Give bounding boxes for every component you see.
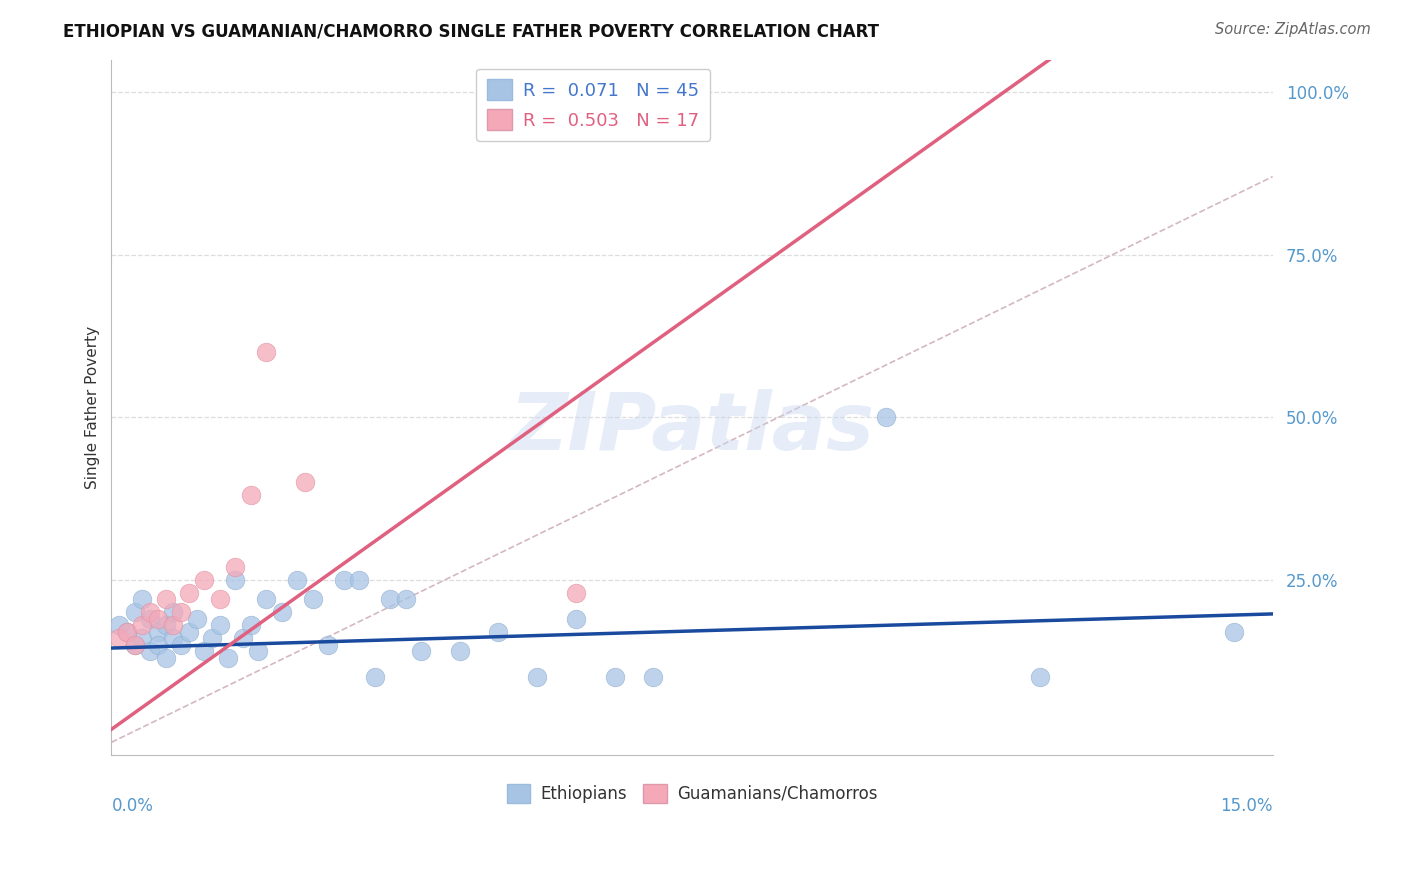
Point <box>108 618 131 632</box>
Point <box>131 632 153 646</box>
Point <box>526 670 548 684</box>
Point <box>247 644 270 658</box>
Text: ZIPatlas: ZIPatlas <box>509 389 875 467</box>
Point <box>124 605 146 619</box>
Point <box>643 670 665 684</box>
Point <box>155 618 177 632</box>
Point <box>224 573 246 587</box>
Point <box>139 605 162 619</box>
Point <box>409 644 432 658</box>
Point <box>155 592 177 607</box>
Point <box>232 632 254 646</box>
Point <box>565 586 588 600</box>
Point <box>224 559 246 574</box>
Point <box>208 618 231 632</box>
Point <box>201 632 224 646</box>
Point <box>162 632 184 646</box>
Point <box>162 605 184 619</box>
Point <box>449 644 471 658</box>
Point <box>332 573 354 587</box>
Point <box>170 605 193 619</box>
Point <box>139 644 162 658</box>
Point <box>124 638 146 652</box>
Point <box>115 624 138 639</box>
Point <box>177 624 200 639</box>
Point <box>875 410 897 425</box>
Point <box>170 638 193 652</box>
Point <box>139 612 162 626</box>
Point <box>186 612 208 626</box>
Point <box>193 573 215 587</box>
Point <box>193 644 215 658</box>
Point <box>146 624 169 639</box>
Legend: Ethiopians, Guamanians/Chamorros: Ethiopians, Guamanians/Chamorros <box>501 777 884 810</box>
Point <box>108 632 131 646</box>
Point <box>254 592 277 607</box>
Point <box>1223 624 1246 639</box>
Point <box>146 638 169 652</box>
Point <box>162 618 184 632</box>
Point <box>270 605 292 619</box>
Point <box>217 650 239 665</box>
Point <box>131 618 153 632</box>
Point <box>155 650 177 665</box>
Text: 0.0%: 0.0% <box>111 797 153 815</box>
Point <box>208 592 231 607</box>
Y-axis label: Single Father Poverty: Single Father Poverty <box>86 326 100 489</box>
Point <box>394 592 416 607</box>
Point <box>603 670 626 684</box>
Text: 15.0%: 15.0% <box>1220 797 1272 815</box>
Point <box>363 670 385 684</box>
Point <box>347 573 370 587</box>
Point <box>301 592 323 607</box>
Point <box>177 586 200 600</box>
Point <box>146 612 169 626</box>
Point <box>565 612 588 626</box>
Point <box>115 624 138 639</box>
Point <box>239 618 262 632</box>
Point <box>1029 670 1052 684</box>
Point <box>488 624 510 639</box>
Point <box>316 638 339 652</box>
Point <box>294 475 316 490</box>
Point <box>254 345 277 359</box>
Point <box>285 573 308 587</box>
Point <box>239 488 262 502</box>
Point <box>378 592 401 607</box>
Point <box>124 638 146 652</box>
Text: ETHIOPIAN VS GUAMANIAN/CHAMORRO SINGLE FATHER POVERTY CORRELATION CHART: ETHIOPIAN VS GUAMANIAN/CHAMORRO SINGLE F… <box>63 22 879 40</box>
Text: Source: ZipAtlas.com: Source: ZipAtlas.com <box>1215 22 1371 37</box>
Point <box>131 592 153 607</box>
